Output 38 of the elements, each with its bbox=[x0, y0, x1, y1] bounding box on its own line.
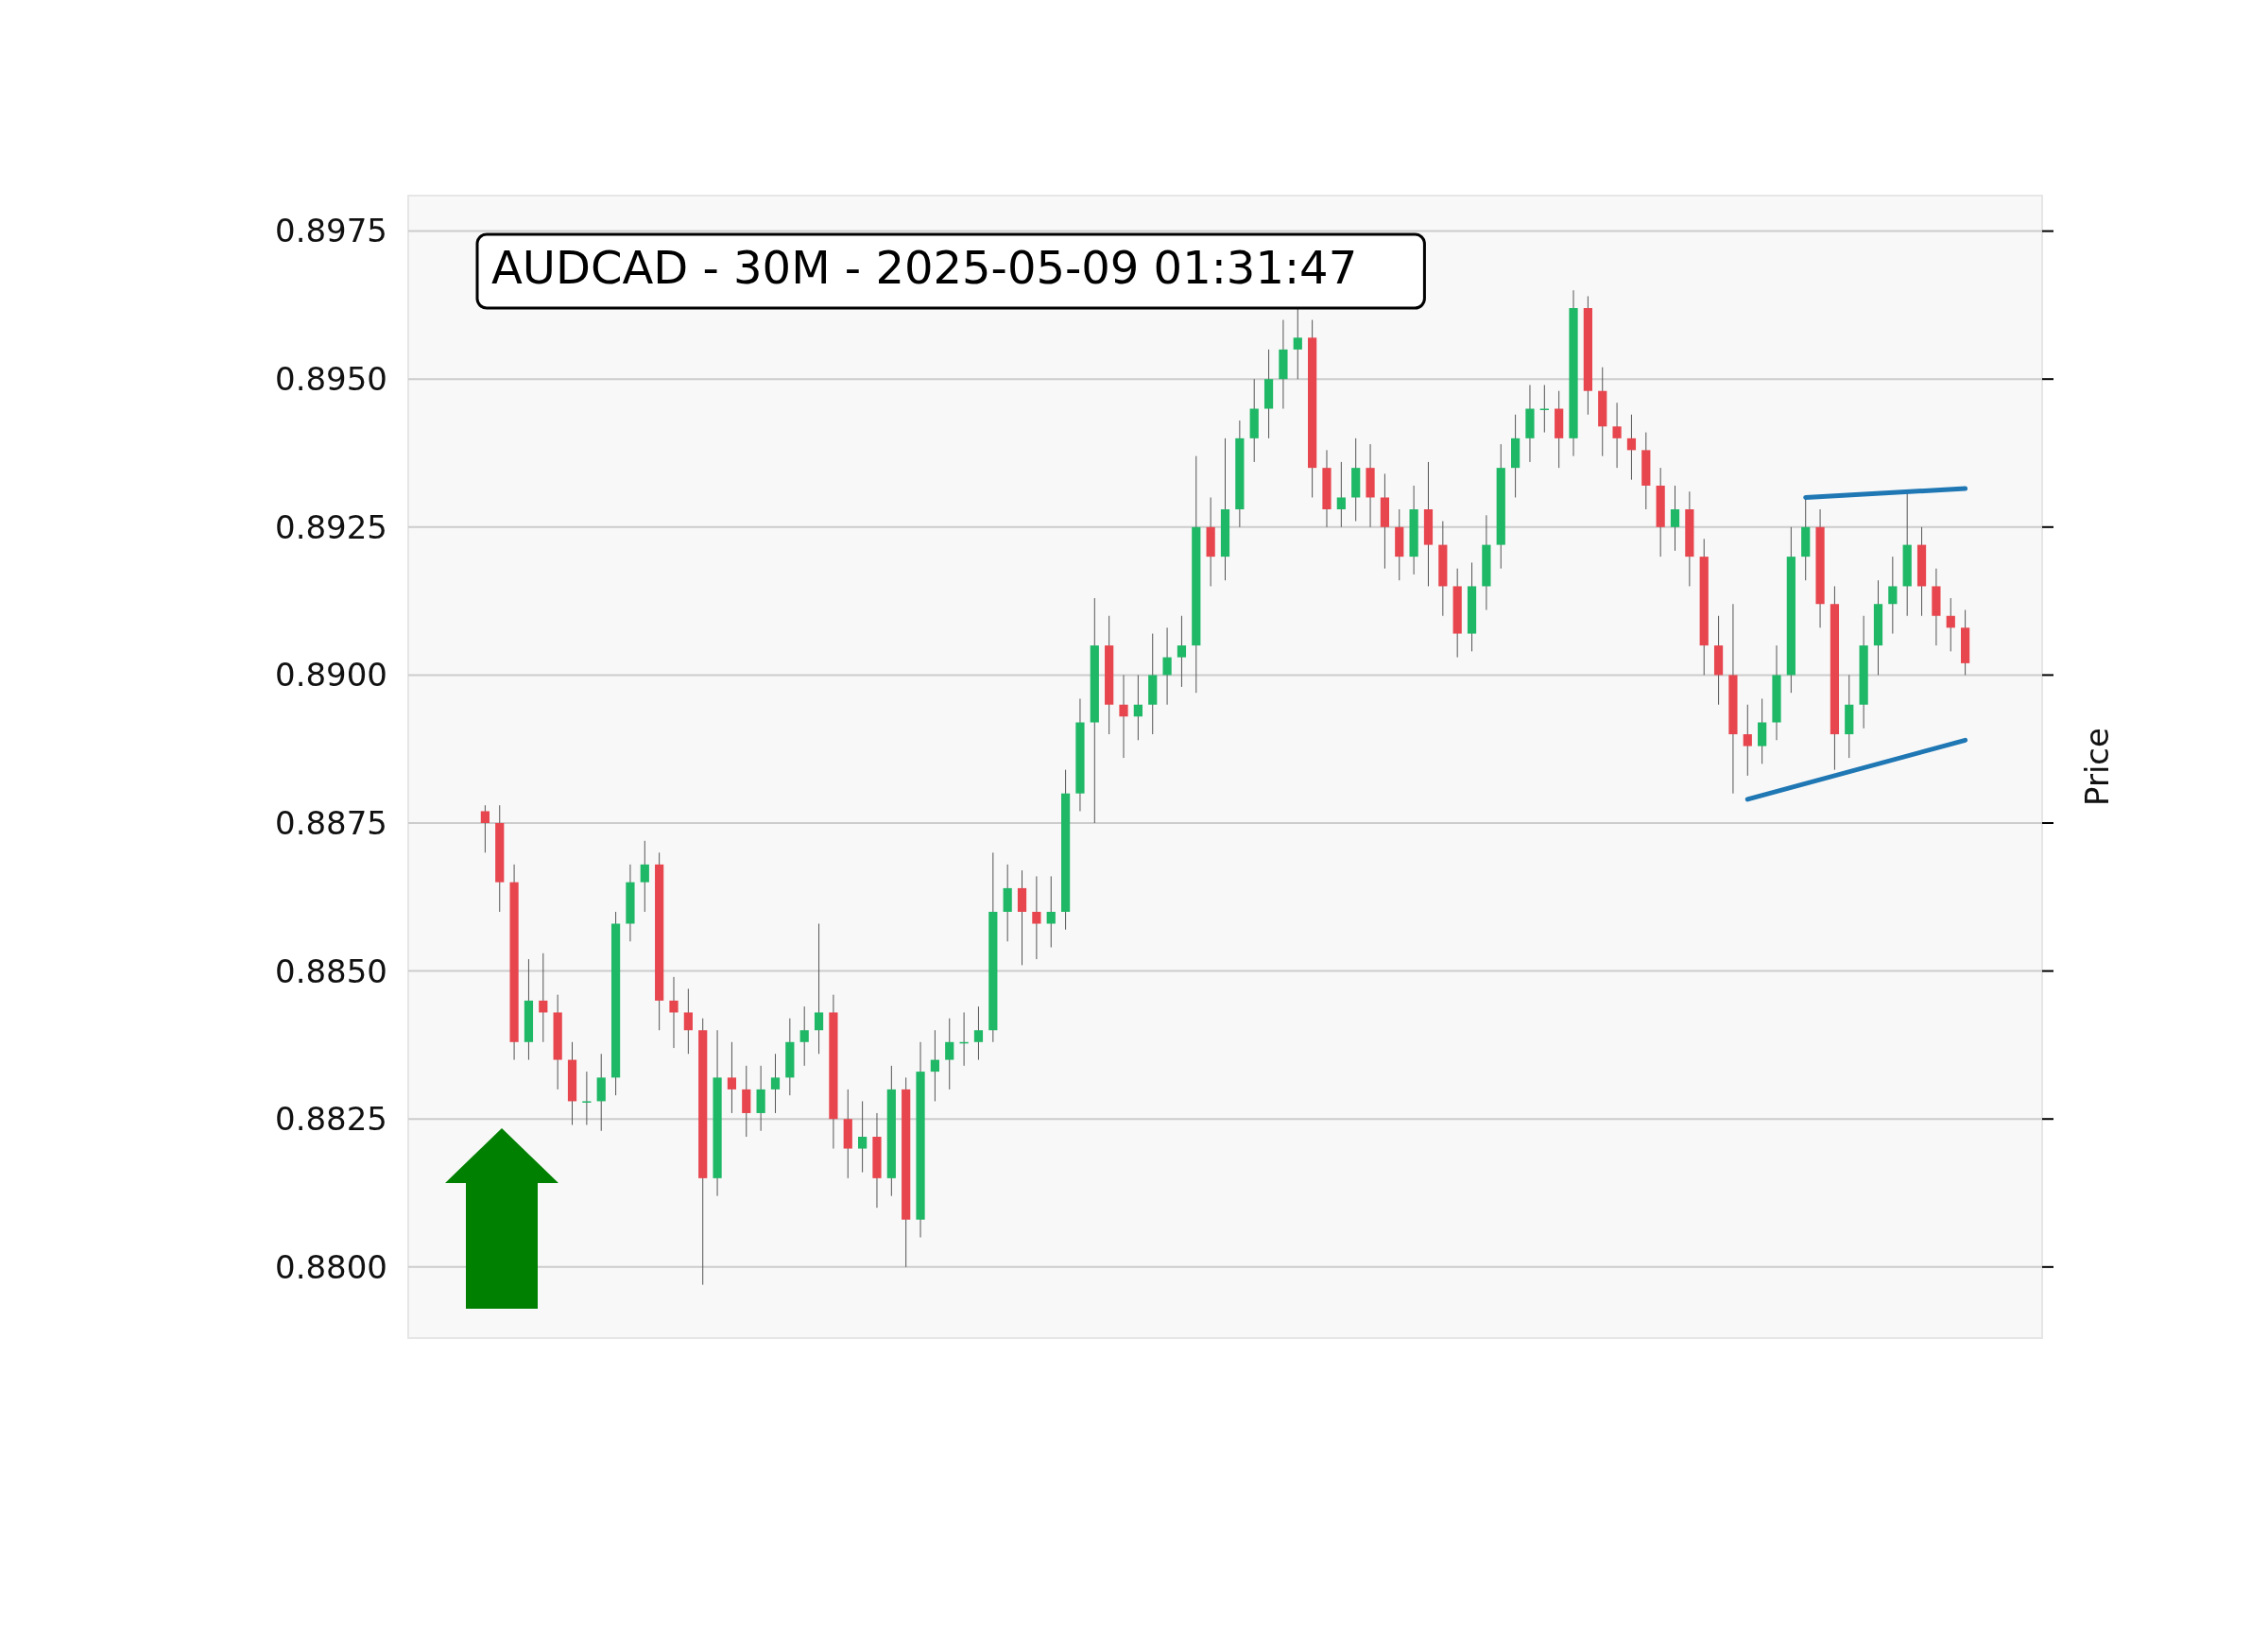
candlestick bbox=[1046, 875, 1056, 949]
candlestick bbox=[1626, 414, 1637, 481]
y-tick-label: 0.8900 bbox=[275, 656, 387, 695]
candlestick bbox=[1119, 674, 1128, 759]
candlestick bbox=[858, 1100, 868, 1174]
candlestick bbox=[683, 987, 693, 1055]
y-axis-title: Price bbox=[2078, 728, 2116, 806]
candlestick bbox=[640, 840, 649, 913]
candlestick bbox=[1670, 485, 1680, 552]
candlestick bbox=[1946, 597, 1955, 652]
candlestick bbox=[770, 1053, 781, 1114]
candlestick bbox=[1177, 615, 1187, 688]
y-tick-label: 0.8925 bbox=[275, 507, 387, 546]
candlestick bbox=[799, 1005, 809, 1067]
candlestick bbox=[669, 976, 679, 1049]
text: AUDCAD - 30M - 2025-05-09 01:31:47 bbox=[491, 241, 1358, 294]
candlestick bbox=[1293, 307, 1302, 380]
candlestick bbox=[814, 923, 824, 1055]
candlestick bbox=[930, 1029, 939, 1102]
candlestick bbox=[480, 804, 490, 853]
candlestick bbox=[539, 952, 548, 1043]
candlestick bbox=[1743, 704, 1752, 777]
candlestick bbox=[1336, 461, 1346, 528]
candlestick bbox=[945, 1018, 954, 1090]
y-tick-label: 0.8850 bbox=[275, 952, 387, 990]
candlestick bbox=[1032, 875, 1041, 960]
candlestick bbox=[1612, 402, 1622, 469]
y-tick-label: 0.8800 bbox=[275, 1247, 387, 1286]
candlestick bbox=[727, 1041, 737, 1114]
candlestick bbox=[1888, 556, 1898, 635]
y-tick-label: 0.8875 bbox=[275, 803, 387, 842]
candlestick bbox=[973, 1005, 984, 1061]
y-tick-label: 0.8825 bbox=[275, 1100, 387, 1139]
y-tick-label: 0.8950 bbox=[275, 360, 387, 399]
candlestick bbox=[1133, 674, 1143, 741]
candlestick bbox=[582, 1071, 592, 1125]
candlestick bbox=[1162, 626, 1172, 706]
y-tick-label: 0.8975 bbox=[275, 212, 387, 250]
